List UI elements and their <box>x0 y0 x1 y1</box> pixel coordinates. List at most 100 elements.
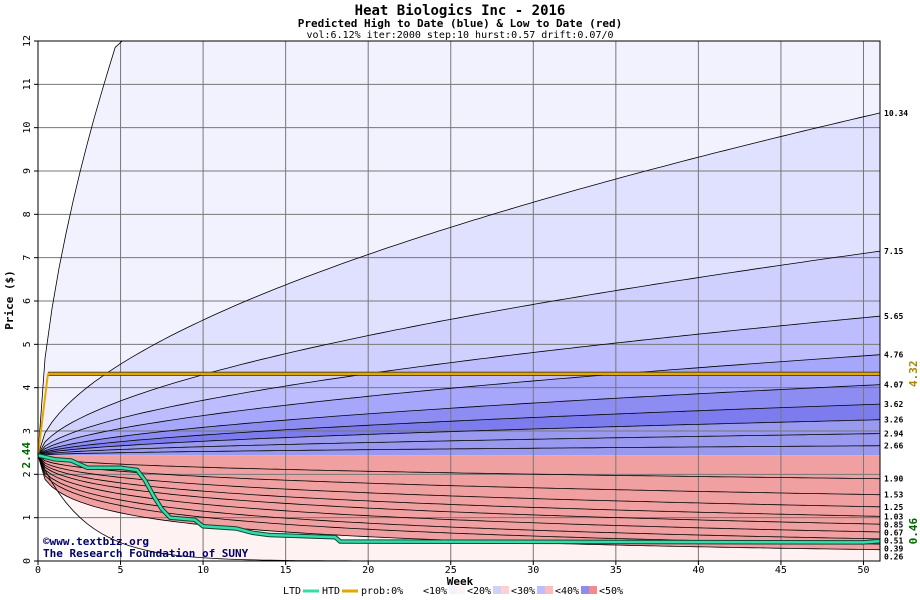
y-tick-label: 7 <box>22 255 33 261</box>
chart-title: Heat Biologics Inc - 2016 <box>355 3 566 19</box>
legend-p10-label: <10% <box>423 586 447 597</box>
x-tick-label: 25 <box>445 565 457 576</box>
x-tick-label: 0 <box>35 565 41 576</box>
low-curve-2 <box>37 454 881 496</box>
end-label: 10.34 <box>884 109 908 118</box>
end-label: 3.62 <box>884 400 903 409</box>
x-tick-label: 35 <box>610 565 622 576</box>
start-price-label: 2.44 <box>20 442 33 469</box>
ltd-line <box>37 454 881 544</box>
y-tick-label: 6 <box>22 298 33 304</box>
y-tick-label: 9 <box>22 168 33 174</box>
end-label: 2.66 <box>884 442 903 451</box>
legend-p20-swatch-pair <box>501 586 509 594</box>
end-label: 7.15 <box>884 247 903 256</box>
x-tick-label: 10 <box>197 565 209 576</box>
legend-p50-label: <50% <box>599 586 623 597</box>
y-tick-label: 0 <box>22 558 33 564</box>
x-axis-label: Week <box>447 575 474 588</box>
y-tick-label: 4 <box>22 385 33 391</box>
end-label: 1.90 <box>884 475 903 484</box>
low-curve-3 <box>37 455 881 508</box>
y-tick-label: 5 <box>22 341 33 347</box>
end-label: 0.85 <box>884 520 903 529</box>
blue-band-0 <box>38 41 880 456</box>
y-tick-label: 11 <box>22 78 33 90</box>
legend-htd-label: HTD <box>322 586 340 597</box>
end-label: 4.76 <box>884 351 903 360</box>
chart-subtitle: Predicted High to Date (blue) & Low to D… <box>298 17 623 30</box>
y-tick-label: 2 <box>22 471 33 477</box>
end-label: 2.94 <box>884 430 903 439</box>
blue-band-6 <box>38 404 880 456</box>
high-curve-8 <box>37 433 881 456</box>
end-label: 1.03 <box>884 512 903 521</box>
legend-p20-label: <20% <box>467 586 491 597</box>
high-curve-3 <box>37 315 881 456</box>
credit-line-2: The Research Foundation of SUNY <box>43 547 249 560</box>
blue-band-2 <box>38 251 880 456</box>
legend-prob0-swatch <box>405 586 413 594</box>
high-curve-7 <box>37 419 881 456</box>
x-tick-label: 5 <box>118 565 124 576</box>
blue-band-5 <box>38 384 880 456</box>
legend-p40-label: <40% <box>555 586 579 597</box>
legend-p30-swatch-pair <box>545 586 553 594</box>
legend-p40-swatch-pair <box>589 586 597 594</box>
low-curve-7 <box>37 455 881 540</box>
low-curve-1 <box>37 454 881 480</box>
x-tick-label: 40 <box>692 565 704 576</box>
blue-band-7 <box>38 419 880 456</box>
series <box>37 371 881 545</box>
legend: LTD HTD prob:0% <10% <20% <30% <40% <50% <box>283 586 623 597</box>
high-curve-6 <box>37 403 881 456</box>
legend-p40-swatch <box>581 586 589 594</box>
x-tick-label: 20 <box>362 565 374 576</box>
blue-band-8 <box>38 433 880 456</box>
y-tick-label: 12 <box>22 35 33 47</box>
chart-params: vol:6.12% iter:2000 step:10 hurst:0.57 d… <box>306 30 613 41</box>
x-tick-label: 50 <box>857 565 869 576</box>
low-curve-4 <box>37 455 881 517</box>
y-tick-label: 3 <box>22 428 33 434</box>
last-ltd-label: 0.46 <box>907 517 920 544</box>
high-curve-2 <box>37 250 881 456</box>
y-tick-label: 1 <box>22 515 33 521</box>
high-curve-9 <box>37 445 881 456</box>
end-label: 4.07 <box>884 381 903 390</box>
legend-prob0-label: prob:0% <box>361 586 403 597</box>
end-label: 0.26 <box>884 552 903 561</box>
low-curve-5 <box>37 455 881 525</box>
high-curve-4 <box>37 354 881 456</box>
legend-p10-swatch <box>449 586 457 594</box>
x-tick-label: 45 <box>775 565 787 576</box>
end-label: 0.39 <box>884 544 903 553</box>
end-label: 0.67 <box>884 528 903 537</box>
blue-band-center <box>38 445 880 456</box>
end-labels: 10.34 7.15 5.65 4.76 4.07 3.62 3.26 2.94 2.66 1.9… <box>884 109 920 561</box>
legend-p10-swatch-pair <box>457 586 465 594</box>
htd-rise <box>37 373 49 456</box>
low-curve-6 <box>37 455 881 533</box>
high-curve-5 <box>37 384 881 456</box>
y-tick-label: 8 <box>22 211 33 217</box>
end-label: 5.65 <box>884 312 903 321</box>
x-tick-label: 30 <box>527 565 539 576</box>
blue-band-4 <box>38 354 880 456</box>
y-tick-label: 10 <box>22 122 33 134</box>
legend-p30-label: <30% <box>511 586 535 597</box>
y-axis-label: Price ($) <box>3 270 16 330</box>
x-tick-label: 15 <box>280 565 292 576</box>
credit-line-1: ©www.textbiz.org <box>43 535 149 548</box>
end-label: 3.26 <box>884 416 903 425</box>
legend-ltd-label: LTD <box>283 586 301 597</box>
blue-band-3 <box>38 316 880 456</box>
legend-p20-swatch <box>493 586 501 594</box>
grid <box>37 40 880 562</box>
legend-p30-swatch <box>537 586 545 594</box>
end-label: 1.25 <box>884 503 903 512</box>
current-price-label: 4.32 <box>907 361 920 388</box>
